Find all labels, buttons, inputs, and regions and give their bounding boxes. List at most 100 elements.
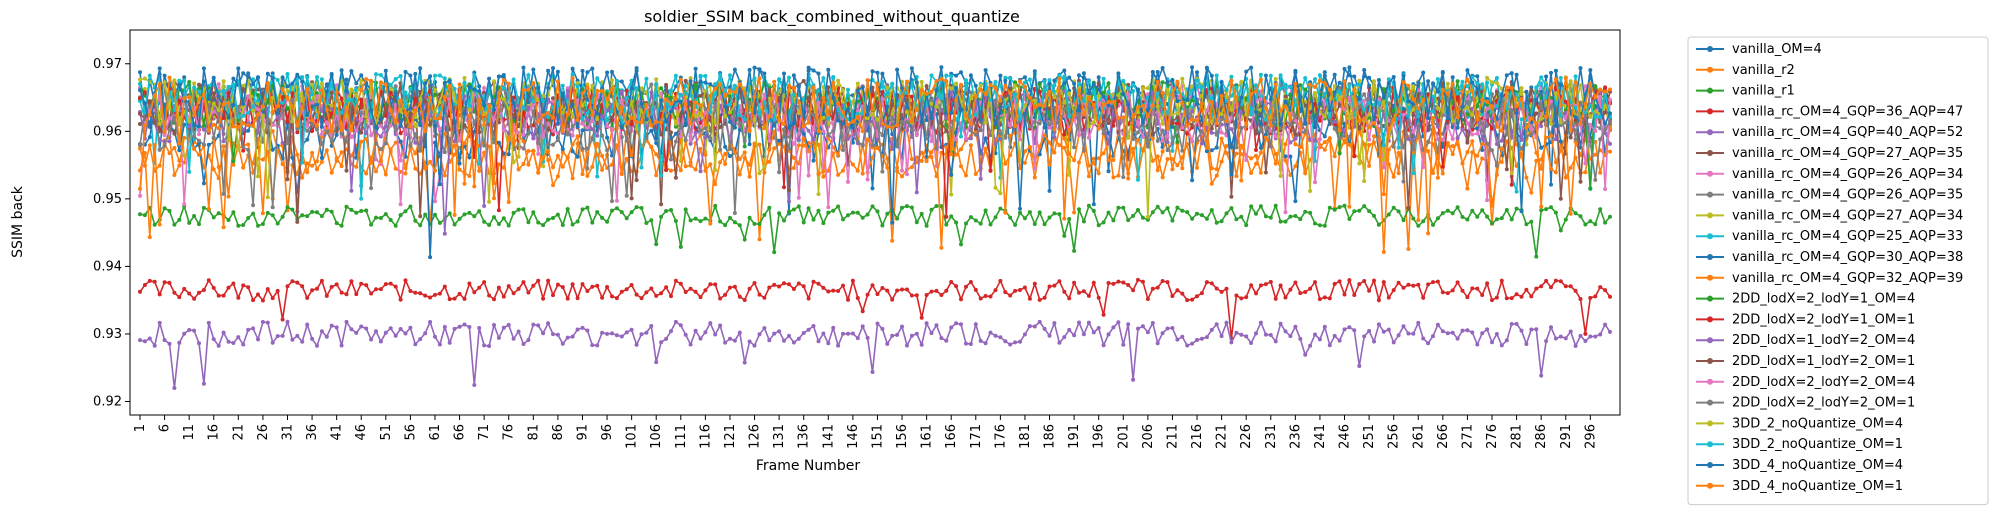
data-point [1303,87,1308,92]
data-point [826,289,831,294]
data-point [1155,154,1160,159]
data-point [924,321,929,326]
data-point [1150,210,1155,215]
data-point [315,159,319,164]
data-point [1175,139,1180,144]
data-point [688,138,693,143]
data-point [826,90,831,95]
data-point [1303,352,1308,357]
data-point [437,291,442,296]
data-point [570,282,575,287]
data-point [211,167,216,172]
data-point [319,214,324,219]
data-point [732,67,737,72]
data-point [757,142,762,147]
data-point [772,146,777,151]
data-point [1347,217,1352,221]
data-point [988,330,993,335]
data-point [344,292,349,297]
data-point [1209,130,1214,135]
data-point [1534,286,1539,291]
data-point [1608,329,1612,334]
data-point [978,338,983,343]
data-point [649,218,654,223]
data-point [973,287,978,292]
data-point [511,336,516,341]
data-point [1018,339,1022,344]
data-point [639,296,644,301]
data-point [826,85,831,90]
data-point [968,215,973,220]
data-point [555,153,560,158]
data-point [521,162,526,166]
data-point [624,330,629,335]
data-point [197,82,201,87]
data-point [442,150,447,155]
data-point [973,172,978,176]
data-point [477,168,482,173]
data-point [536,170,541,175]
data-point [226,218,231,222]
data-point [433,199,437,204]
data-point [388,218,393,222]
data-point [472,290,477,295]
data-point [516,167,521,172]
data-point [1042,106,1047,111]
data-point [1283,85,1288,90]
data-point [462,141,467,146]
data-point [659,86,664,91]
data-point [403,171,408,176]
data-point [157,292,162,297]
data-point [1391,288,1396,293]
data-point [177,217,182,222]
data-point [570,72,575,77]
data-point [929,289,934,294]
data-point [649,82,654,87]
data-point [260,211,265,216]
data-point [610,331,614,336]
data-point [398,213,403,218]
data-point [909,157,914,161]
data-point [142,90,147,95]
data-point [841,283,845,288]
data-point [723,152,728,156]
data-point [555,174,560,179]
data-point [1077,78,1081,83]
data-point [315,91,319,96]
data-point [1204,335,1209,340]
data-point [959,322,963,327]
data-point [462,322,467,327]
data-point [1057,340,1062,345]
data-point [1553,137,1558,142]
data-point [1480,293,1485,297]
data-point [1494,217,1499,222]
data-point [378,216,383,220]
data-point [841,331,845,336]
data-point [560,150,565,155]
data-point [138,338,142,343]
data-point [1195,70,1199,75]
data-point [1391,340,1396,345]
data-point [364,171,369,176]
data-point [236,223,241,228]
data-point [1175,121,1180,126]
data-point [1022,75,1027,80]
data-point [1367,75,1372,80]
data-point [1224,144,1229,148]
data-point [1494,172,1499,177]
data-point [295,333,300,338]
data-point [147,235,152,240]
data-point [1185,210,1190,215]
data-point [452,152,457,157]
data-point [408,111,413,116]
data-point [624,193,629,198]
data-point [388,150,393,154]
data-point [496,285,501,290]
data-point [1470,286,1475,291]
data-point [157,320,162,325]
data-point [659,202,664,207]
data-point [1062,233,1067,238]
data-point [580,128,585,133]
data-point [1440,144,1445,149]
data-point [875,103,880,108]
